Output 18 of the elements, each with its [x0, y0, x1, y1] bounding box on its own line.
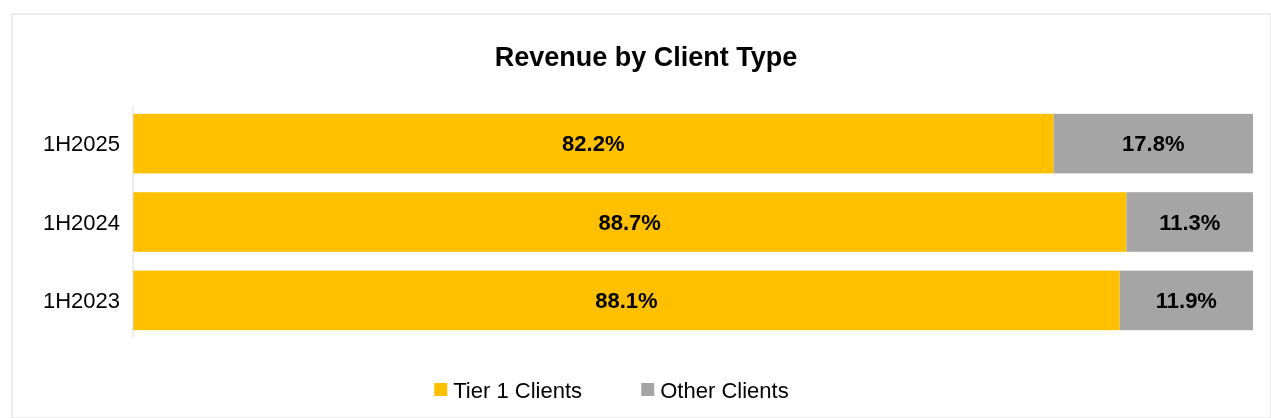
- bar: [1053, 113, 1253, 174]
- bar: [1126, 192, 1253, 252]
- legend-label: Tier 1 Clients: [453, 377, 583, 403]
- data-label: 88.1%: [595, 288, 658, 314]
- bar: [133, 113, 1054, 174]
- y-tick-label: 1H2023: [42, 288, 120, 314]
- bar: [133, 270, 1120, 331]
- data-label: 17.8%: [1122, 131, 1185, 157]
- chart-title: Revenue by Client Type: [494, 42, 798, 73]
- y-tick-label: 1H2024: [42, 209, 120, 235]
- data-label: 11.9%: [1155, 288, 1217, 314]
- data-label: 88.7%: [598, 209, 661, 235]
- data-label: 11.3%: [1159, 209, 1221, 235]
- data-label: 82.2%: [562, 131, 625, 157]
- legend-label: Other Clients: [660, 377, 789, 403]
- bar: [1119, 270, 1253, 331]
- bar: [133, 192, 1127, 252]
- y-tick-label: 1H2025: [42, 131, 120, 157]
